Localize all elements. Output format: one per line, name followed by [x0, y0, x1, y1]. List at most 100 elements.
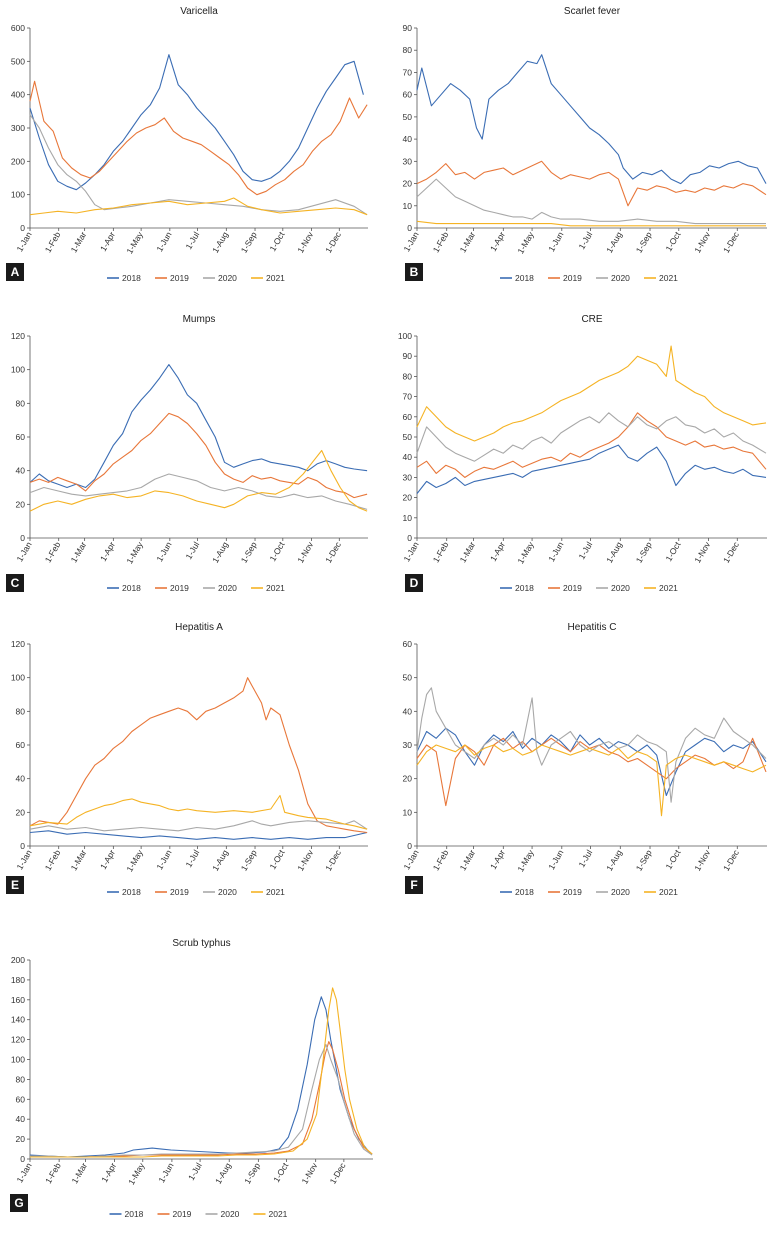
- x-tick-label: 1-May: [126, 1160, 147, 1186]
- x-tick-label: 1-Jan: [401, 848, 420, 872]
- y-tick-label: 10: [403, 513, 413, 523]
- series-line-2018: [29, 54, 364, 191]
- y-tick-label: 80: [403, 45, 413, 55]
- x-tick-label: 1-Jul: [183, 540, 201, 561]
- x-tick-label: 1-Sep: [239, 540, 259, 565]
- x-tick-label: 1-Mar: [458, 540, 478, 564]
- x-tick-label: 1-Aug: [604, 540, 624, 565]
- y-tick-label: 0: [20, 533, 25, 543]
- y-tick-label: 90: [403, 351, 413, 361]
- x-tick-label: 1-Apr: [99, 1161, 118, 1184]
- x-tick-label: 1-Jun: [154, 848, 173, 872]
- series-line-2021: [416, 744, 767, 817]
- x-tick-label: 1-Jul: [576, 230, 594, 251]
- chart-E-svg: Hepatitis A 0 20 40 60 80 100 120 1-Jan 1-Feb 1-Ma…: [11, 622, 368, 897]
- y-tick-label: 0: [407, 841, 412, 851]
- x-tick-label: 1-Apr: [98, 540, 117, 563]
- series-line-2018: [29, 364, 368, 489]
- y-tick-label: 60: [403, 90, 413, 100]
- legend-label-2020: 2020: [221, 1209, 240, 1219]
- x-tick-label: 1-May: [515, 847, 536, 873]
- y-tick-label: 0: [407, 533, 412, 543]
- y-tick-label: 200: [11, 955, 25, 965]
- series-line-2020: [29, 473, 368, 510]
- x-tick-label: 1-Nov: [295, 539, 315, 564]
- x-tick-label: 1-Jul: [576, 540, 594, 561]
- x-tick-label: 1-Oct: [267, 539, 286, 563]
- series-line-2020: [416, 178, 766, 225]
- panel-label-C: C: [6, 574, 24, 592]
- x-tick-label: 1-Jan: [401, 540, 420, 564]
- x-tick-label: 1-Aug: [604, 848, 624, 873]
- panel-G: Scrub typhus 0 20 40 60 80 100 120 140 160 180 200 1…: [0, 924, 387, 1232]
- x-tick-label: 1-Jun: [546, 848, 565, 872]
- x-tick-label: 1-Feb: [43, 230, 63, 254]
- panel-F: Hepatitis C 0 10 20 30 40 50 60 1-Jan 1-Feb 1-Mar 1…: [387, 616, 774, 924]
- y-tick-label: 80: [403, 371, 413, 381]
- y-tick-label: 400: [11, 90, 25, 100]
- y-tick-label: 40: [16, 1114, 26, 1124]
- y-tick-label: 40: [16, 774, 26, 784]
- legend-label-2020: 2020: [611, 583, 630, 593]
- x-tick-label: 1-Oct: [663, 847, 682, 871]
- y-tick-label: 20: [403, 493, 413, 503]
- y-tick-label: 300: [11, 123, 25, 133]
- series-line-2021: [30, 987, 373, 1158]
- x-tick-label: 1-Jun: [154, 230, 173, 254]
- y-tick-label: 50: [403, 112, 413, 122]
- y-tick-label: 600: [11, 23, 25, 33]
- y-tick-label: 50: [403, 432, 413, 442]
- y-tick-label: 0: [20, 1154, 25, 1164]
- panel-C: Mumps 0 20 40 60 80 100 120 1-Jan 1-Feb 1-Mar 1-Apr…: [0, 308, 387, 616]
- x-tick-label: 1-Apr: [98, 848, 117, 871]
- legend-label-2021: 2021: [659, 273, 678, 283]
- y-tick-label: 100: [11, 673, 25, 683]
- legend-label-2021: 2021: [266, 273, 285, 283]
- y-tick-label: 40: [403, 452, 413, 462]
- legend-label-2020: 2020: [218, 583, 237, 593]
- x-tick-label: 1-May: [124, 847, 145, 873]
- y-tick-label: 60: [16, 1094, 26, 1104]
- x-tick-label: 1-Dec: [323, 539, 343, 564]
- y-tick-label: 60: [16, 740, 26, 750]
- series-line-2019: [416, 737, 767, 807]
- y-tick-label: 160: [11, 995, 25, 1005]
- x-tick-label: 1-Feb: [431, 540, 451, 564]
- x-tick-label: 1-Jun: [546, 540, 565, 564]
- x-tick-label: 1-Oct: [271, 1160, 290, 1184]
- y-tick-label: 100: [398, 331, 412, 341]
- x-tick-label: 1-Oct: [267, 229, 286, 253]
- chart-title: Hepatitis C: [568, 622, 617, 633]
- x-tick-label: 1-Nov: [692, 847, 712, 872]
- x-tick-label: 1-Sep: [634, 540, 654, 565]
- legend-label-2021: 2021: [659, 583, 678, 593]
- legend-label-2021: 2021: [266, 887, 285, 897]
- x-tick-label: 1-Jan: [401, 230, 420, 254]
- x-tick-label: 1-Feb: [43, 1161, 63, 1185]
- x-tick-label: 1-Dec: [721, 229, 741, 254]
- y-tick-label: 40: [403, 134, 413, 144]
- y-tick-label: 90: [403, 23, 413, 33]
- series-line-2019: [416, 160, 767, 207]
- x-tick-label: 1-Nov: [295, 847, 315, 872]
- series-line-2020: [29, 820, 368, 832]
- series-line-2020: [29, 114, 368, 216]
- chart-F-svg: Hepatitis C 0 10 20 30 40 50 60 1-Jan 1-Feb 1-Mar 1…: [401, 622, 767, 897]
- legend-label-2020: 2020: [611, 887, 630, 897]
- chart-title: Varicella: [180, 6, 218, 17]
- y-tick-label: 500: [11, 56, 25, 66]
- x-tick-label: 1-Apr: [488, 540, 507, 563]
- legend-label-2018: 2018: [122, 583, 141, 593]
- x-tick-label: 1-Nov: [692, 539, 712, 564]
- series-line-2019: [29, 1041, 373, 1158]
- x-tick-label: 1-Aug: [210, 848, 230, 873]
- x-tick-label: 1-Nov: [295, 229, 315, 254]
- y-tick-label: 40: [16, 466, 26, 476]
- legend-label-2020: 2020: [218, 273, 237, 283]
- series-line-2018: [416, 54, 767, 185]
- y-tick-label: 70: [403, 67, 413, 77]
- y-tick-label: 20: [403, 179, 413, 189]
- y-tick-label: 50: [403, 673, 413, 683]
- series-line-2018: [416, 727, 767, 797]
- panel-label-E: E: [6, 876, 24, 894]
